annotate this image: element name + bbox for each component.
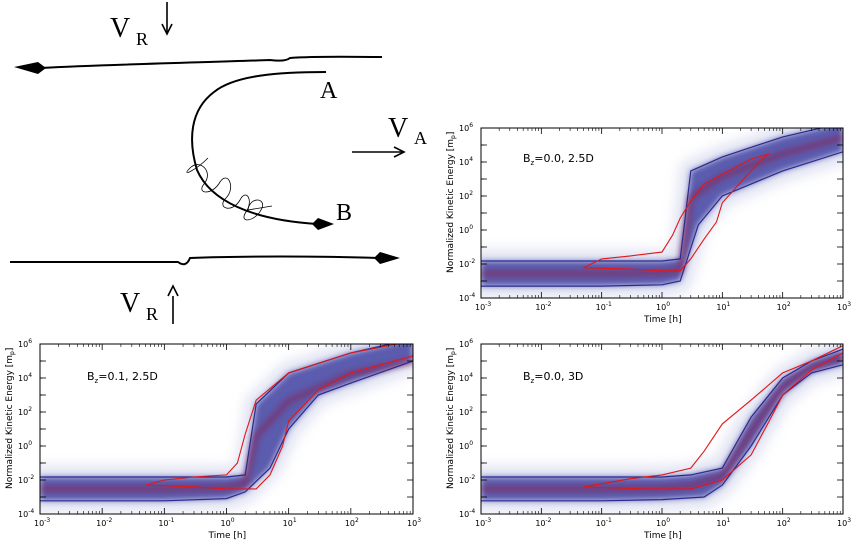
y-tick-label: 10-4 — [18, 508, 34, 519]
flux-tube-arrowhead — [312, 218, 334, 230]
panel-top-right: 10-3 10-2 10-1 100 101 102 103 10-4 10-2 100 102 10… — [446, 122, 851, 325]
y-tick-label: 106 — [18, 338, 32, 349]
field-line-bottom-arrowhead — [374, 252, 400, 264]
plot-area — [40, 344, 413, 512]
outflow-arrow-right — [352, 146, 406, 158]
label-point-b: B — [336, 200, 352, 226]
y-tick-label: 100 — [459, 440, 473, 451]
panel-title: Bz=0.0, 3D — [523, 370, 583, 385]
x-tick-label: 101 — [716, 517, 730, 528]
x-tick-label: 101 — [283, 517, 297, 528]
x-tick-label: 10-2 — [535, 517, 551, 528]
y-tick-label: 10-4 — [459, 292, 475, 303]
band-lower-contour — [481, 364, 843, 502]
axes-frame: 10-3 10-2 10-1 100 101 102 103 10-4 10-2 100 102 10… — [18, 338, 421, 528]
y-tick-label: 104 — [459, 372, 473, 383]
x-tick-label: 101 — [716, 301, 730, 312]
y-tick-label: 102 — [18, 406, 32, 417]
x-tick-label: 10-1 — [596, 301, 612, 312]
field-line-top — [39, 55, 383, 69]
band-upper-contour — [481, 348, 843, 478]
y-tick-label: 102 — [459, 406, 473, 417]
flux-tube-curve — [191, 71, 327, 225]
field-line-bottom — [10, 255, 379, 266]
panel-title: Bz=0.1, 2.5D — [87, 370, 158, 385]
inflow-arrow-down — [161, 2, 173, 36]
x-tick-label: 100 — [221, 517, 235, 528]
x-tick-label: 102 — [345, 517, 359, 528]
x-tick-label: 102 — [777, 301, 791, 312]
y-tick-label: 106 — [459, 122, 473, 133]
y-tick-label: 10-2 — [459, 474, 475, 485]
x-axis-label: Time [h] — [643, 315, 682, 325]
y-tick-label: 102 — [459, 190, 473, 201]
distribution-band — [481, 128, 843, 287]
x-tick-label: 103 — [407, 517, 421, 528]
particle-trajectory — [186, 157, 273, 221]
axes-frame: 10-3 10-2 10-1 100 101 102 103 10-4 10-2 100 102 10… — [459, 122, 851, 312]
field-line-top-arrowhead — [14, 62, 46, 74]
label-point-a: A — [320, 78, 338, 104]
x-tick-label: 103 — [837, 301, 851, 312]
band-lower-contour — [40, 360, 413, 502]
y-axis-label: Normalized Kinetic Energy [mp] — [446, 348, 457, 489]
x-tick-label: 100 — [656, 301, 670, 312]
x-axis-label: Time [h] — [643, 531, 682, 541]
y-tick-label: 100 — [459, 224, 473, 235]
x-tick-label: 100 — [656, 517, 670, 528]
x-axis-label: Time [h] — [208, 531, 247, 541]
panel-bottom-right: 10-3 10-2 10-1 100 101 102 103 10-4 10-2 100 102 10… — [446, 338, 851, 541]
y-tick-label: 10-2 — [459, 258, 475, 269]
y-tick-label: 10-4 — [459, 508, 475, 519]
band-lower-contour — [481, 151, 843, 287]
label-vr-top: V R — [110, 13, 148, 49]
plot-area — [481, 344, 843, 512]
plot-area — [481, 128, 843, 298]
density-core — [481, 134, 843, 277]
y-tick-label: 104 — [459, 156, 473, 167]
y-tick-label: 10-2 — [18, 474, 34, 485]
svg-text:R: R — [136, 29, 148, 49]
y-tick-label: 104 — [18, 372, 32, 383]
svg-text:V: V — [388, 113, 408, 144]
red-density-contour — [583, 153, 770, 272]
band-upper-contour — [481, 128, 824, 262]
x-tick-label: 10-1 — [596, 517, 612, 528]
y-tick-label: 100 — [18, 440, 32, 451]
svg-text:V: V — [120, 288, 140, 319]
svg-text:R: R — [146, 304, 158, 324]
axes-frame: 10-3 10-2 10-1 100 101 102 103 10-4 10-2 100 102 10… — [459, 338, 851, 528]
x-tick-label: 103 — [837, 517, 851, 528]
schematic-diagram: A B V R V R V A — [10, 2, 427, 324]
inflow-arrow-up — [167, 284, 179, 324]
x-tick-label: 10-3 — [475, 517, 491, 528]
x-tick-label: 10-3 — [34, 517, 50, 528]
red-density-contour — [583, 344, 843, 490]
y-axis-label: Normalized Kinetic Energy [mp] — [5, 348, 16, 489]
svg-text:V: V — [110, 13, 130, 44]
y-axis-label: Normalized Kinetic Energy [mp] — [446, 132, 457, 273]
x-tick-label: 10-2 — [96, 517, 112, 528]
density-core — [481, 354, 843, 492]
panel-bottom-left: 10-3 10-2 10-1 100 101 102 103 10-4 10-2 100 102 10… — [5, 338, 421, 541]
x-tick-label: 10-3 — [475, 301, 491, 312]
distribution-band — [40, 344, 413, 501]
panel-title: Bz=0.0, 2.5D — [523, 152, 594, 167]
label-vr-bottom: V R — [120, 288, 158, 324]
y-tick-label: 106 — [459, 338, 473, 349]
x-tick-label: 102 — [777, 517, 791, 528]
x-tick-label: 10-1 — [158, 517, 174, 528]
x-tick-label: 10-2 — [535, 301, 551, 312]
label-va: V A — [388, 113, 427, 148]
svg-text:A: A — [414, 128, 427, 148]
red-density-contour — [145, 344, 413, 490]
